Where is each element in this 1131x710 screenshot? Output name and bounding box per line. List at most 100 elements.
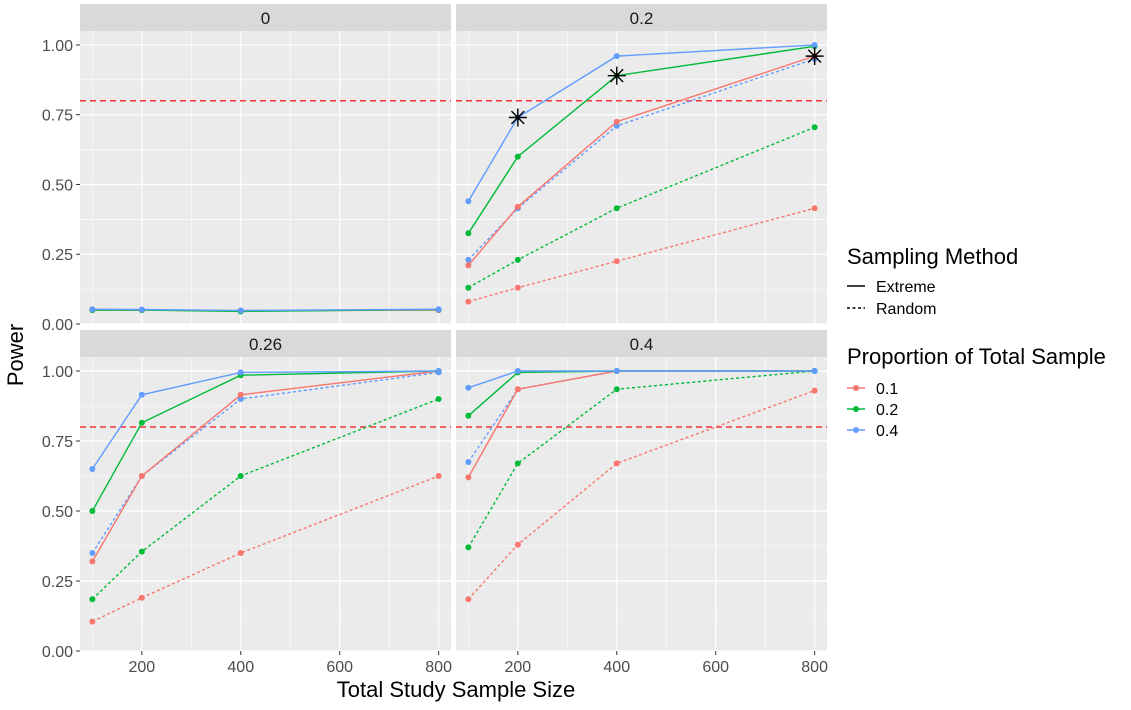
x-tick-label: 400 xyxy=(603,659,630,676)
legend-item-label: Random xyxy=(876,301,936,318)
data-point xyxy=(435,396,442,402)
data-point xyxy=(89,596,96,603)
y-tick-label: 0.25 xyxy=(42,247,73,264)
data-point xyxy=(811,387,818,394)
y-tick-label: 0.50 xyxy=(42,177,73,194)
x-tick-label: 800 xyxy=(801,659,828,676)
series-line xyxy=(92,308,439,312)
series-line xyxy=(467,55,815,266)
series-line xyxy=(91,398,439,600)
facet-strip-label: 0 xyxy=(261,9,270,28)
data-point xyxy=(613,368,620,374)
data-point xyxy=(465,230,472,237)
panel-background xyxy=(80,31,451,324)
data-point xyxy=(465,284,472,291)
data-point xyxy=(237,369,244,376)
legend: Sampling Method Extreme Random Proportion o… xyxy=(847,244,1106,440)
data-point xyxy=(514,541,521,548)
data-point xyxy=(465,596,472,603)
legend-item-label: 0.4 xyxy=(876,423,898,440)
legend-title-sampling-method: Sampling Method xyxy=(847,244,1018,269)
data-point xyxy=(811,368,818,374)
x-axis-title: Total Study Sample Size xyxy=(337,677,575,702)
legend-key-point xyxy=(853,385,859,391)
x-tick-label: 400 xyxy=(227,659,254,676)
data-point xyxy=(465,474,472,481)
data-point xyxy=(465,459,472,465)
data-point xyxy=(138,594,145,601)
legend-item-label: 0.2 xyxy=(876,402,898,419)
x-tick-label: 200 xyxy=(504,659,531,676)
facet-strip xyxy=(456,330,827,357)
data-point xyxy=(613,258,620,265)
y-tick-label: 0.75 xyxy=(42,434,73,451)
data-point xyxy=(811,41,818,48)
data-point xyxy=(514,203,521,210)
data-point xyxy=(435,473,442,479)
data-point xyxy=(237,396,244,402)
facet-panel: 0.4 200 400 600 800 xyxy=(456,330,828,676)
data-point xyxy=(613,460,620,467)
x-tick-label: 600 xyxy=(326,659,353,676)
data-point xyxy=(237,391,244,398)
asterisk-marker xyxy=(508,108,527,127)
series-line xyxy=(91,370,439,512)
x-tick-label: 600 xyxy=(702,659,729,676)
data-point xyxy=(435,306,442,313)
y-tick-label: 0.50 xyxy=(42,504,73,521)
series-line xyxy=(91,370,439,562)
data-point xyxy=(613,386,620,393)
panel-background xyxy=(456,31,827,324)
legend-item-label: Extreme xyxy=(876,279,936,296)
series-line xyxy=(467,389,815,600)
data-point xyxy=(465,384,472,391)
data-point xyxy=(465,412,472,419)
series-line xyxy=(92,475,439,623)
data-point xyxy=(89,558,96,565)
data-point xyxy=(138,473,145,479)
data-point xyxy=(811,205,818,212)
data-point xyxy=(465,262,472,269)
y-tick-label: 0.00 xyxy=(42,644,73,661)
y-tick-label: 1.00 xyxy=(42,364,73,381)
data-point xyxy=(514,460,521,467)
facet-strip xyxy=(80,4,451,31)
x-tick-label: 200 xyxy=(128,659,155,676)
series-line xyxy=(467,58,815,261)
panels-layer: 0 0.00 0.25 0.50 0.75 1.00 0.2 0.26 0.00 0.25 0.50… xyxy=(42,4,828,676)
facet-strip-label: 0.4 xyxy=(630,335,654,354)
data-point xyxy=(89,550,96,556)
data-point xyxy=(465,256,472,263)
data-point xyxy=(811,124,818,131)
asterisk-marker xyxy=(607,66,626,85)
data-point xyxy=(514,153,521,160)
facet-panel: 0.26 0.00 0.25 0.50 0.75 1.00 200 400 600 800 xyxy=(42,330,452,676)
series-line xyxy=(467,44,815,202)
series-line xyxy=(468,126,815,289)
data-point xyxy=(514,368,521,374)
series-line xyxy=(467,370,815,548)
series-line xyxy=(468,370,815,389)
data-point xyxy=(89,306,96,313)
legend-key-point xyxy=(853,427,859,433)
data-point xyxy=(138,306,145,313)
y-tick-label: 1.00 xyxy=(42,38,73,55)
legend-key-point xyxy=(853,406,859,412)
data-point xyxy=(613,118,620,125)
y-axis-title: Power xyxy=(3,324,28,386)
data-point xyxy=(435,368,442,374)
data-point xyxy=(138,419,145,426)
data-point xyxy=(237,550,244,556)
series-line xyxy=(467,45,815,234)
data-point xyxy=(465,544,472,551)
data-point xyxy=(89,508,96,514)
data-point xyxy=(138,391,145,398)
facet-strip xyxy=(456,4,827,31)
series-line xyxy=(91,371,439,554)
data-point xyxy=(613,122,620,129)
data-point xyxy=(89,618,96,625)
data-point xyxy=(465,198,472,205)
data-point xyxy=(89,466,96,472)
